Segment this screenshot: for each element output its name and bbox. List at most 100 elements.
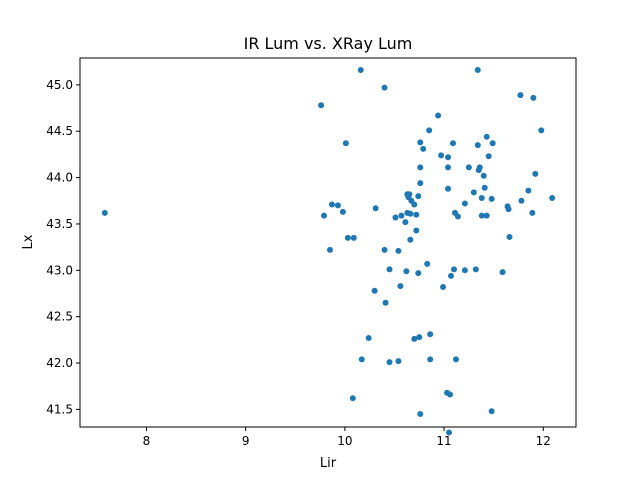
scatter-point bbox=[372, 205, 379, 212]
scatter-point bbox=[417, 164, 424, 171]
scatter-point bbox=[449, 140, 456, 147]
scatter-point bbox=[506, 233, 513, 240]
scatter-point bbox=[538, 127, 545, 134]
scatter-point bbox=[407, 210, 414, 217]
scatter-point bbox=[461, 200, 468, 207]
scatter-point bbox=[357, 67, 364, 74]
scatter-point bbox=[452, 356, 459, 363]
scatter-point bbox=[445, 164, 452, 171]
scatter-point bbox=[450, 266, 457, 273]
scatter-point bbox=[445, 185, 452, 192]
scatter-point bbox=[101, 209, 108, 216]
scatter-point bbox=[488, 195, 495, 202]
scatter-point bbox=[529, 209, 536, 216]
scatter-point bbox=[427, 356, 434, 363]
x-tick-label: 9 bbox=[242, 434, 250, 448]
y-tick-label: 44.0 bbox=[46, 171, 73, 185]
scatter-point bbox=[344, 234, 351, 241]
scatter-point bbox=[386, 266, 393, 273]
scatter-point bbox=[386, 359, 393, 366]
scatter-point bbox=[395, 358, 402, 365]
scatter-point bbox=[398, 212, 405, 219]
scatter-point bbox=[420, 145, 427, 152]
scatter-point bbox=[403, 268, 410, 275]
scatter-point bbox=[424, 260, 431, 267]
scatter-point bbox=[478, 195, 485, 201]
scatter-point bbox=[318, 102, 325, 109]
scatter-point bbox=[411, 201, 418, 208]
y-tick-label: 44.5 bbox=[46, 124, 73, 138]
scatter-point bbox=[532, 170, 539, 177]
scatter-point bbox=[350, 234, 357, 241]
scatter-point bbox=[530, 94, 537, 101]
x-tick-label: 10 bbox=[337, 434, 352, 448]
scatter-point bbox=[392, 214, 399, 221]
scatter-point bbox=[488, 408, 495, 415]
scatter-point bbox=[525, 187, 532, 194]
scatter-point bbox=[417, 180, 424, 187]
scatter-point bbox=[472, 266, 479, 273]
scatter-point bbox=[395, 247, 402, 254]
y-tick-label: 43.0 bbox=[46, 263, 73, 277]
y-tick-label: 42.0 bbox=[46, 356, 73, 370]
scatter-point bbox=[474, 67, 481, 74]
scatter-point bbox=[328, 201, 335, 208]
scatter-point bbox=[454, 213, 461, 220]
scatter-point bbox=[349, 395, 356, 402]
scatter-point bbox=[483, 133, 490, 140]
scatter-point bbox=[549, 195, 556, 201]
scatter-point bbox=[381, 246, 388, 253]
scatter-point bbox=[358, 356, 365, 363]
scatter-point bbox=[465, 164, 472, 171]
scatter-point bbox=[417, 411, 424, 418]
scatter-point bbox=[381, 84, 388, 91]
scatter-point bbox=[435, 112, 442, 119]
scatter-point bbox=[321, 212, 328, 219]
scatter-point bbox=[339, 208, 346, 215]
scatter-point bbox=[416, 334, 423, 341]
scatter-point bbox=[334, 202, 341, 209]
scatter-point bbox=[489, 140, 496, 147]
scatter-point bbox=[505, 206, 512, 213]
scatter-point bbox=[470, 189, 477, 196]
x-tick-label: 12 bbox=[536, 434, 551, 448]
scatter-point bbox=[499, 269, 506, 276]
x-tick-label: 11 bbox=[436, 434, 451, 448]
scatter-point bbox=[417, 139, 424, 146]
scatter-point bbox=[415, 270, 422, 277]
scatter-point bbox=[518, 197, 525, 204]
x-tick-label: 8 bbox=[143, 434, 151, 448]
scatter-point bbox=[411, 335, 418, 342]
scatter-point bbox=[478, 212, 485, 219]
scatter-point bbox=[406, 191, 413, 198]
scatter-point bbox=[440, 284, 447, 290]
scatter-point bbox=[415, 193, 422, 200]
scatter-point bbox=[448, 272, 455, 279]
scatter-point bbox=[397, 283, 404, 290]
scatter-point bbox=[446, 429, 453, 436]
scatter-point bbox=[342, 140, 349, 147]
y-tick-label: 43.5 bbox=[46, 217, 73, 231]
axes-frame bbox=[79, 57, 577, 428]
scatter-point bbox=[517, 92, 524, 99]
scatter-point bbox=[474, 142, 481, 149]
scatter-point bbox=[476, 164, 483, 171]
scatter-point bbox=[326, 246, 333, 253]
scatter-point bbox=[426, 127, 433, 134]
scatter-point bbox=[413, 227, 420, 234]
scatter-point bbox=[483, 212, 490, 219]
scatter-point bbox=[480, 172, 487, 179]
scatter-point bbox=[461, 267, 468, 274]
y-tick-label: 45.0 bbox=[46, 78, 73, 92]
scatter-point bbox=[427, 331, 434, 338]
scatter-point bbox=[481, 184, 488, 191]
y-axis: 41.5 42.0 42.5 43.0 43.5 44.0 44.5 45.0 bbox=[46, 78, 80, 416]
scatter-point bbox=[445, 154, 452, 161]
scatter-point bbox=[438, 152, 445, 159]
scatter-point bbox=[371, 287, 378, 294]
scatter-point bbox=[447, 391, 454, 398]
y-tick-label: 41.5 bbox=[46, 402, 73, 416]
scatter-point bbox=[485, 153, 492, 160]
